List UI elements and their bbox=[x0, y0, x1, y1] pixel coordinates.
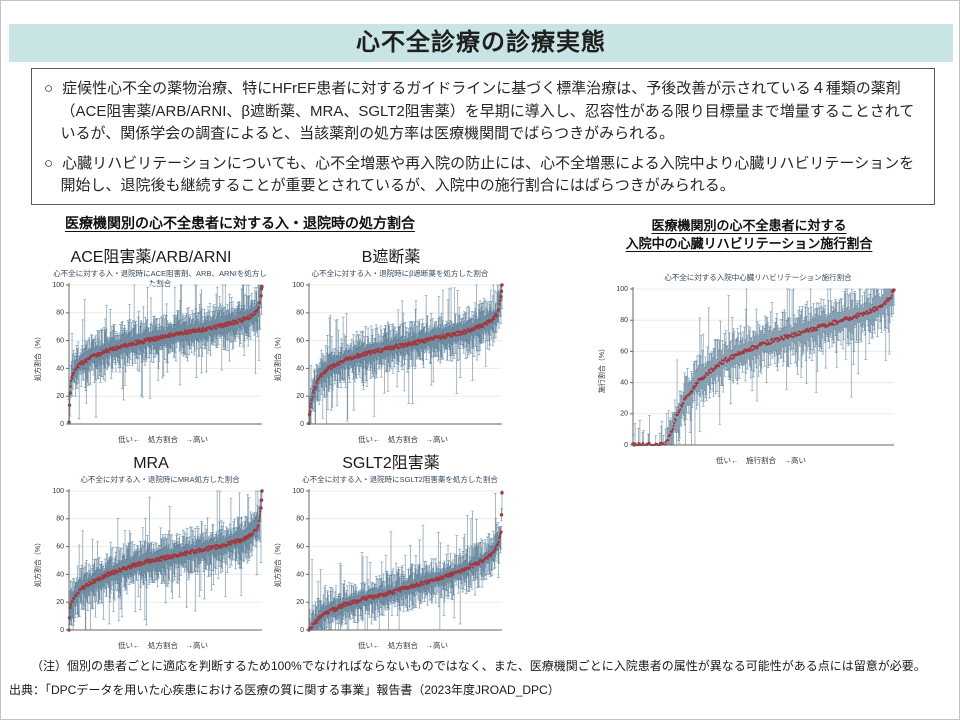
chart-mra-plot bbox=[45, 485, 267, 640]
page-title: 心不全診療の診療実態 bbox=[9, 24, 953, 62]
footnote: （注）個別の患者ごとに適応を判断するため100%でなければならないものではなく、… bbox=[31, 659, 926, 673]
chart-beta-ylabel: 処方割合（%） bbox=[275, 332, 282, 381]
chart-beta-title: 心不全に対する入・退院時にβ遮断薬を処方した割合 bbox=[311, 269, 489, 278]
chart-sglt2-plot bbox=[285, 485, 507, 640]
right-section-header: 医療機関別の心不全患者に対する 入院中の心臓リハビリテーション施行割合 bbox=[589, 217, 909, 252]
chart-rehab-plot bbox=[609, 283, 899, 455]
chart-sglt2: SGLT2阻害薬 心不全に対する入・退院時にSGLT2阻害薬を処方した割合 処方… bbox=[275, 453, 507, 651]
chart-beta-blocker: B遮断薬 心不全に対する入・退院時にβ遮断薬を処方した割合 処方割合（%） 低い… bbox=[275, 247, 507, 445]
chart-ace-title: 心不全に対する入・退院時にACE阻害剤、ARB、ARNIを処方した割合 bbox=[53, 269, 267, 288]
page-title-text: 心不全診療の診療実態 bbox=[356, 29, 606, 56]
chart-sglt2-panel-label: SGLT2阻害薬 bbox=[342, 455, 440, 472]
chart-mra-panel-label: MRA bbox=[133, 455, 169, 472]
source-citation: 出典：「DPCデータを用いた心疾患における医療の質に関する事業」報告書（2023… bbox=[9, 683, 560, 697]
summary-bullet-1: ○ 症候性心不全の薬物治療、特にHFrEF患者に対するガイドラインに基づく標準治療… bbox=[44, 78, 922, 146]
summary-box: ○ 症候性心不全の薬物治療、特にHFrEF患者に対するガイドラインに基づく標準治療… bbox=[31, 68, 935, 205]
left-section-header: 医療機関別の心不全患者に対する入・退院時の処方割合 bbox=[65, 215, 415, 231]
chart-rehab-xlabel: 低い← 施行割合 →高い bbox=[716, 456, 806, 465]
summary-bullet-2-text: 心臓リハビリテーションについても、心不全増悪や再入院の防止には、心不全増悪による… bbox=[60, 154, 915, 195]
bullet-circle-icon: ○ bbox=[44, 80, 54, 97]
chart-sglt2-title: 心不全に対する入・退院時にSGLT2阻害薬を処方した割合 bbox=[302, 475, 498, 484]
summary-bullet-1-text: 症候性心不全の薬物治療、特にHFrEF患者に対するガイドラインに基づく標準治療は… bbox=[60, 80, 915, 142]
chart-cardiac-rehab: 心不全に対する入院中心臓リハビリテーション施行割合 施行割合（%） 低い← 施行… bbox=[599, 273, 899, 466]
right-section-header-line2: 入院中の心臓リハビリテーション施行割合 bbox=[625, 235, 873, 251]
chart-mra: MRA 心不全に対する入・退院時にMRA処方した割合 処方割合（%） 低い← 処… bbox=[35, 453, 267, 651]
chart-mra-xlabel: 低い← 処方割合 →高い bbox=[118, 641, 208, 650]
chart-mra-title: 心不全に対する入・退院時にMRA処方した割合 bbox=[80, 475, 240, 484]
bullet-circle-icon: ○ bbox=[44, 154, 54, 172]
chart-ace-panel-label: ACE阻害薬/ARB/ARNI bbox=[70, 249, 232, 266]
chart-beta-panel-label: B遮断薬 bbox=[361, 249, 421, 266]
summary-bullet-2: ○ 心臓リハビリテーションについても、心不全増悪や再入院の防止には、心不全増悪によ… bbox=[44, 153, 922, 198]
chart-ace-ylabel: 処方割合（%） bbox=[35, 332, 42, 381]
chart-rehab-ylabel: 施行割合（%） bbox=[599, 344, 606, 394]
chart-mra-ylabel: 処方割合（%） bbox=[35, 538, 42, 587]
chart-beta-xlabel: 低い← 処方割合 →高い bbox=[358, 435, 448, 444]
right-section-header-line1: 医療機関別の心不全患者に対する bbox=[651, 218, 847, 233]
chart-beta-plot bbox=[285, 279, 507, 434]
chart-ace-plot bbox=[45, 279, 267, 434]
chart-sglt2-xlabel: 低い← 処方割合 →高い bbox=[358, 641, 448, 650]
chart-ace-xlabel: 低い← 処方割合 →高い bbox=[118, 435, 208, 444]
chart-rehab-title: 心不全に対する入院中心臓リハビリテーション施行割合 bbox=[664, 273, 852, 282]
chart-ace-arb-arni: ACE阻害薬/ARB/ARNI 心不全に対する入・退院時にACE阻害剤、ARB、… bbox=[35, 247, 267, 445]
chart-sglt2-ylabel: 処方割合（%） bbox=[275, 538, 282, 587]
